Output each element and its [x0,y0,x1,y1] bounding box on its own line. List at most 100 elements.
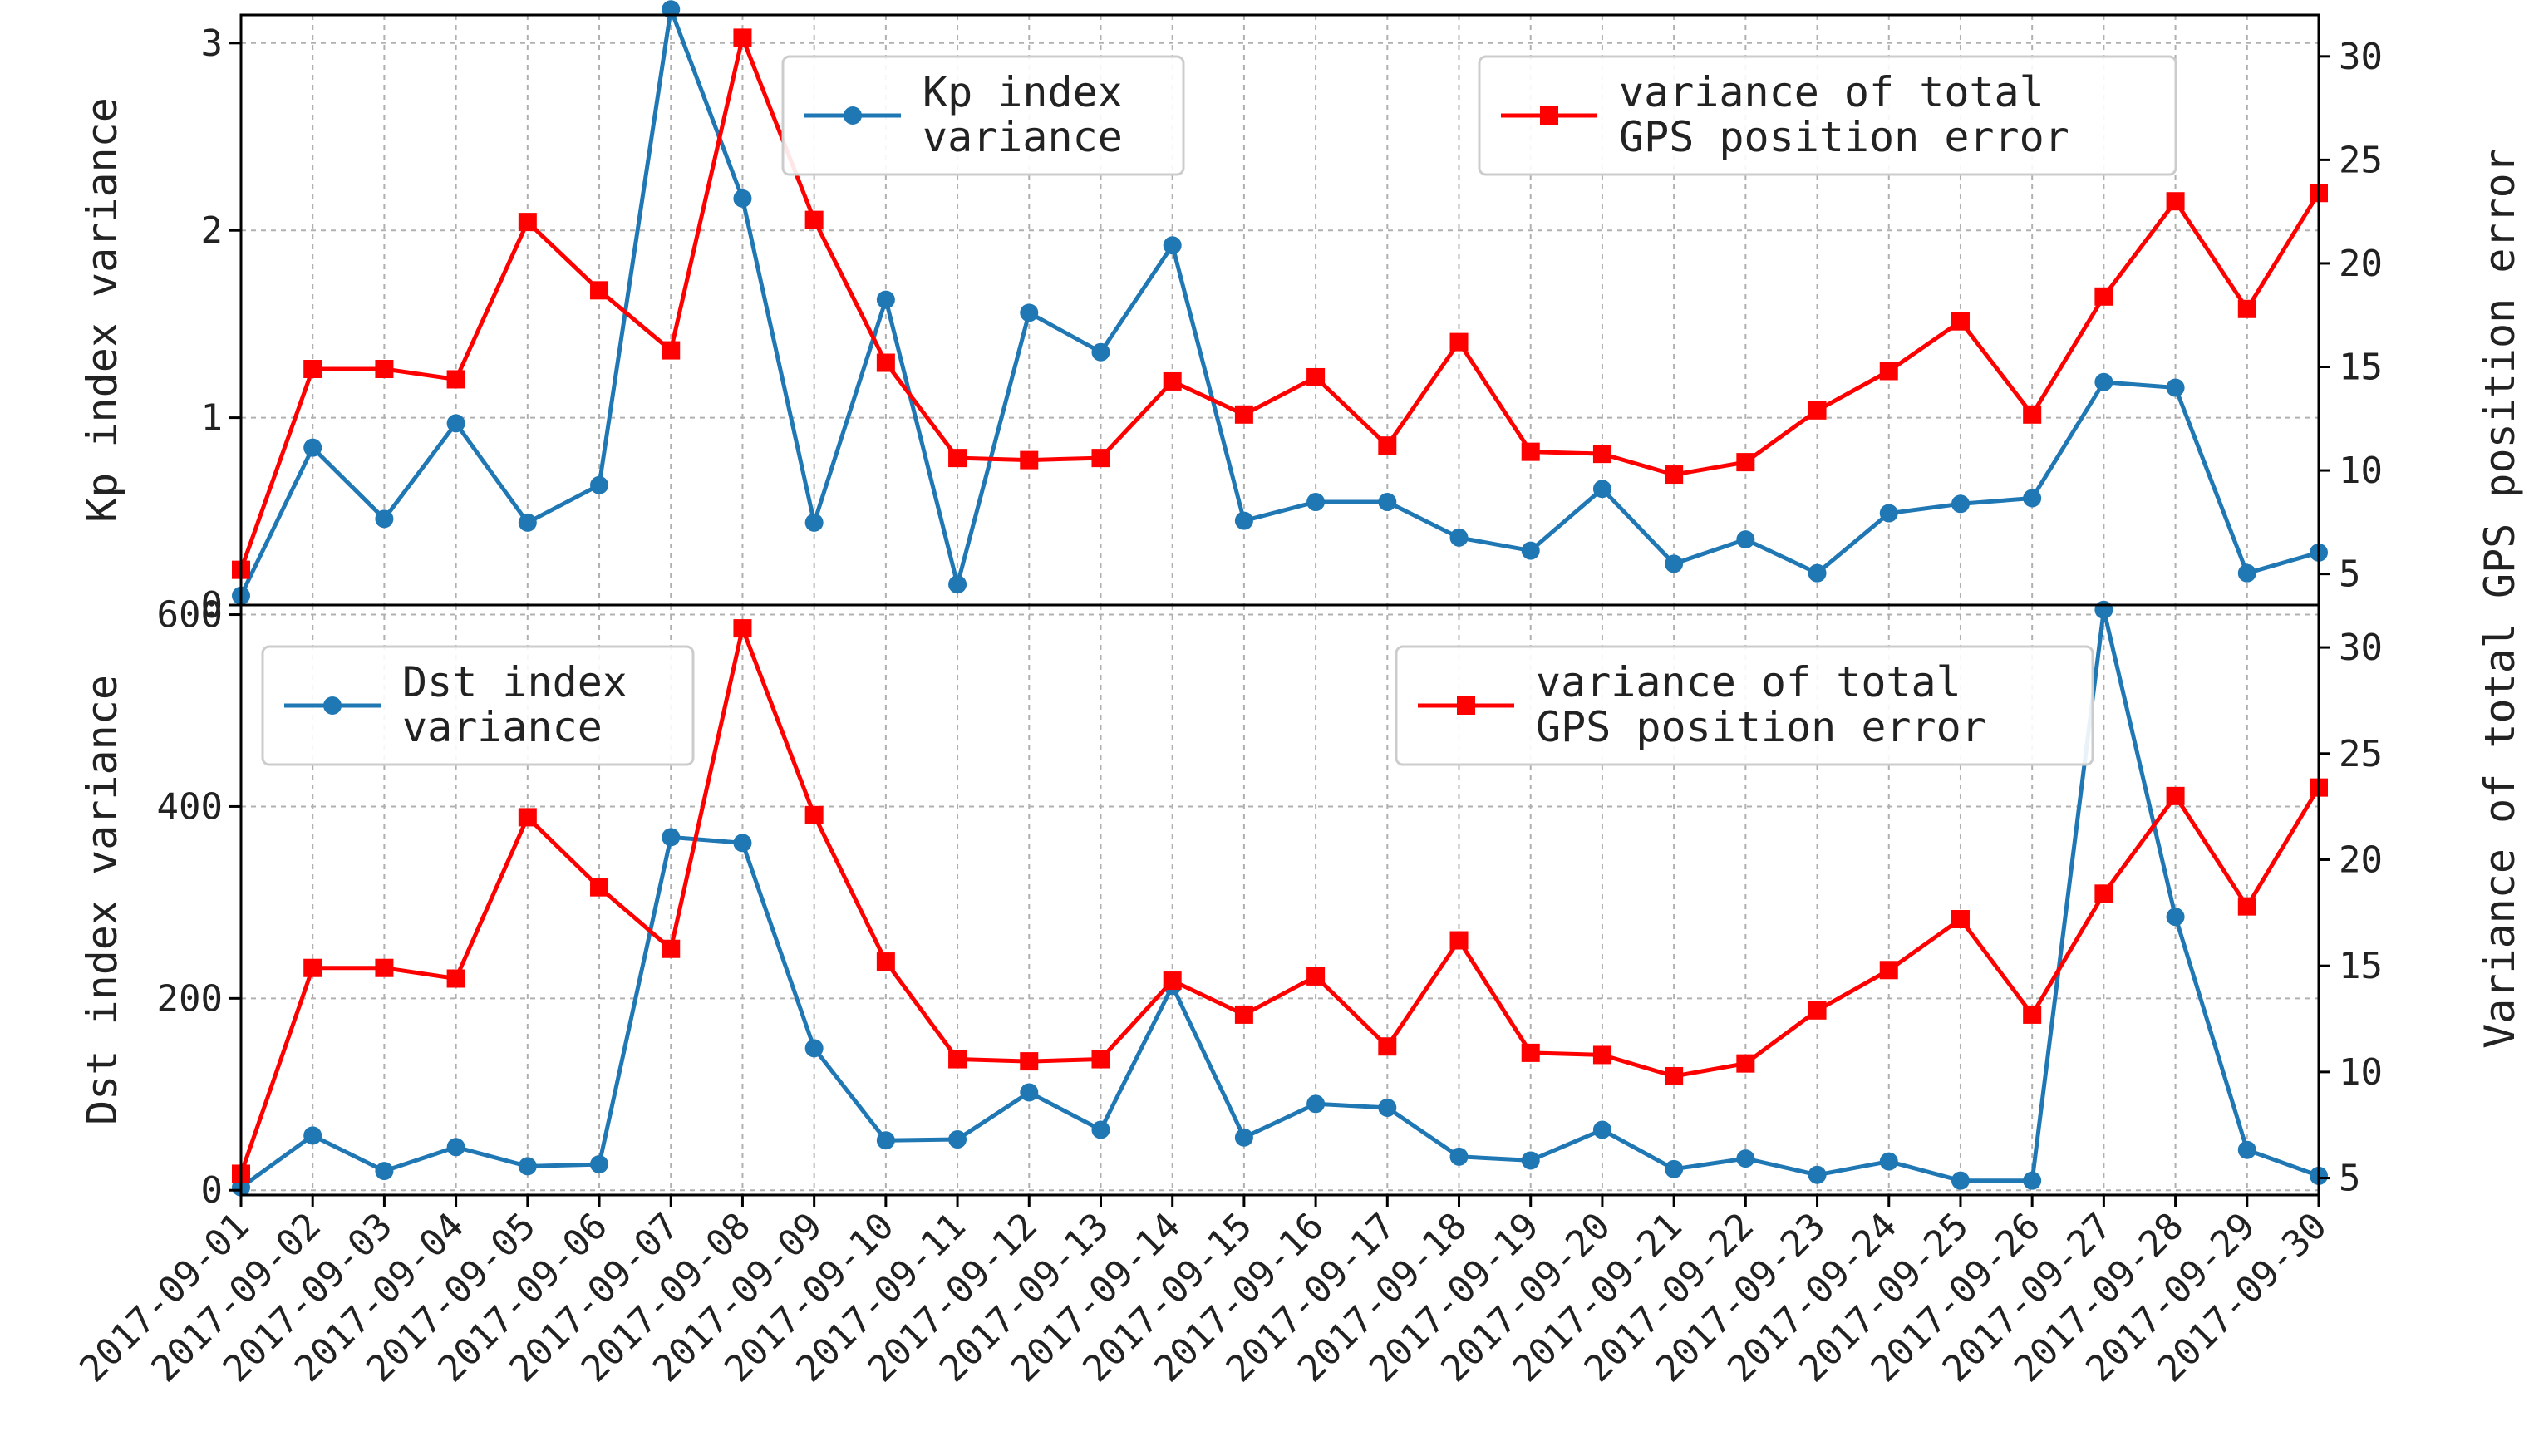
left-axis-label: Kp index variance [78,97,126,523]
data-point [518,213,537,232]
right-tick-label: 30 [2339,36,2383,78]
grid [240,605,2320,1195]
data-point [804,513,824,532]
legend-marker [1457,696,1475,715]
right-tick-label: 5 [2339,553,2361,596]
data-point [1020,450,1039,470]
right-axis-label: Variance of total GPS position error [2476,148,2524,1049]
gps-series-0 [232,28,2328,579]
left-axis-label: Dst index variance [78,675,126,1125]
data-point [303,1126,322,1145]
data-point [518,808,537,827]
data-point [1592,1120,1611,1139]
data-point [2237,299,2256,318]
data-point [1163,971,1182,991]
legend-label: Dst index [402,658,627,706]
data-point [1091,1050,1110,1069]
plot-frame [239,603,2320,1197]
legend-label: variance of total [1619,68,2044,116]
data-point [1521,1151,1540,1170]
data-point [446,414,465,433]
data-point [2237,1140,2256,1159]
data-point [303,438,322,457]
data-point [1521,442,1540,461]
data-point [948,1050,967,1069]
data-point [1091,342,1110,362]
data-point [948,449,967,468]
data-point [1306,967,1326,986]
shared-date-axis: 2017-09-012017-09-022017-09-032017-09-04… [71,1195,2335,1390]
gps-series-1 [232,619,2328,1183]
data-point [1378,1098,1397,1117]
data-point [2023,405,2042,424]
legend-label: variance [402,703,603,751]
index-series-0 [232,0,2328,605]
data-point [303,360,322,378]
data-point [2023,489,2042,508]
data-point [1736,1054,1755,1073]
data-point [1091,449,1110,468]
data-point [1592,445,1611,464]
data-point [1808,401,1827,420]
index-series-1 [232,600,2328,1197]
data-point [1951,494,1970,514]
data-point [1951,1171,1970,1190]
data-point [1879,961,1898,980]
data-point [1378,493,1397,512]
data-point [2237,897,2256,916]
data-point [2166,192,2185,211]
right-tick-label: 15 [2339,347,2383,389]
left-tick-label: 0 [201,1169,224,1212]
legend-label: Kp index [923,68,1123,116]
data-point [1449,332,1469,352]
data-point [375,958,394,977]
data-point [2094,287,2113,306]
data-point [1879,1152,1898,1171]
legend-label: GPS position error [1619,113,2069,161]
series-line [239,626,2321,1175]
right-tick-label: 10 [2339,450,2383,492]
data-point [590,1155,609,1174]
data-point [662,939,681,958]
data-point [2166,908,2185,927]
data-point [375,360,394,378]
data-point [2023,1171,2042,1190]
right-tick-label: 20 [2339,839,2383,881]
data-point [303,958,322,977]
data-point [1449,931,1469,950]
data-point [2166,786,2185,805]
series-line [239,7,2320,597]
data-point [662,828,681,847]
data-point [876,353,895,372]
left-tick-label: 2 [201,209,224,252]
data-point [375,1162,394,1181]
data-point [446,370,465,389]
right-tick-label: 20 [2339,243,2383,285]
series-line [239,35,2321,571]
data-point [733,834,752,853]
data-point [1378,436,1397,455]
data-point [1665,1066,1684,1085]
legend-marker [1540,106,1558,125]
left-tick-label: 1 [201,397,224,440]
data-point [876,952,895,971]
left-tick-label: 0 [201,584,224,627]
data-point [804,805,824,824]
data-point [590,878,609,897]
data-point [1234,405,1253,424]
data-point [876,290,895,309]
data-point [518,1157,537,1176]
data-point [2237,563,2256,583]
data-point [1449,528,1469,547]
right-tick-label: 10 [2339,1051,2383,1094]
data-point [1306,367,1326,386]
data-point [948,575,967,594]
legend-box [1395,645,2094,766]
right-tick-label: 25 [2339,139,2383,181]
